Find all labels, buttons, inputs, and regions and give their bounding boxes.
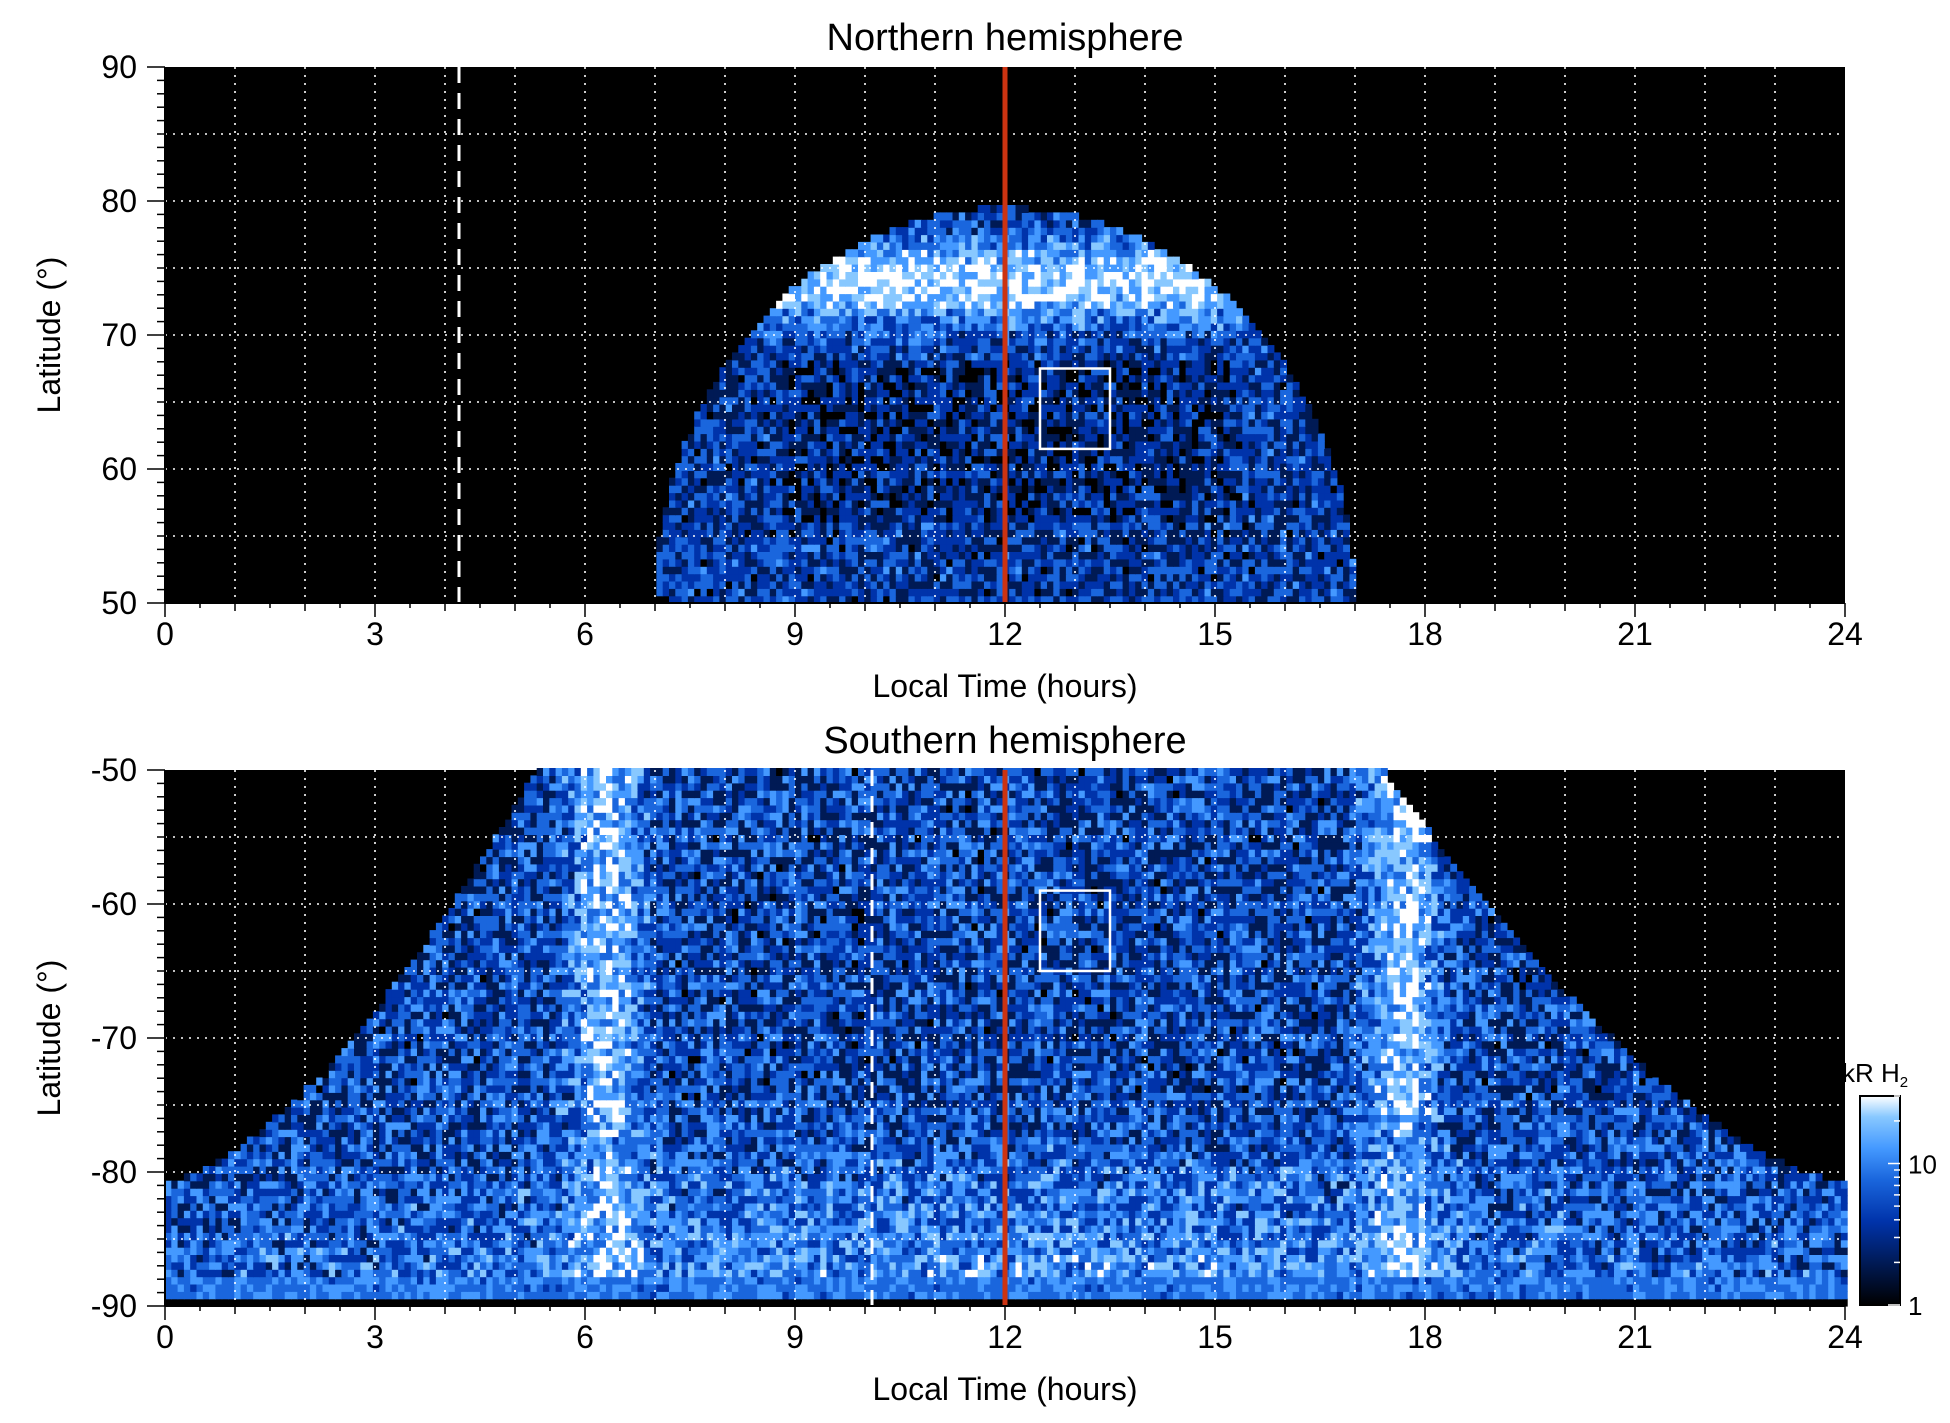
south-selection-box [1038, 889, 1112, 973]
north-ylabel: Latitude (°) [31, 257, 67, 414]
north-xtick-label: 3 [366, 616, 384, 652]
south-ylabel: Latitude (°) [31, 960, 67, 1117]
north-xtick-label: 12 [987, 616, 1023, 652]
south-xtick-label: 9 [786, 1319, 804, 1355]
north-ytick-label: 50 [101, 585, 137, 621]
north-xtick-label: 9 [786, 616, 804, 652]
north-xtick-label: 6 [576, 616, 594, 652]
south-ytick-label: -90 [91, 1288, 137, 1324]
south-xtick-label: 24 [1827, 1319, 1863, 1355]
south-panel: Southern hemisphere 0 3 6 9 12 15 18 21 24 -90 -80… [31, 720, 1863, 1407]
south-ytick-label: -60 [91, 886, 137, 922]
north-panel: Northern hemisphere 0 3 6 9 12 15 18 21 24 50 60 70… [31, 17, 1863, 704]
south-xtick-label: 6 [576, 1319, 594, 1355]
north-title: Northern hemisphere [827, 17, 1184, 59]
south-title: Southern hemisphere [823, 720, 1186, 762]
south-xtick-label: 0 [156, 1319, 174, 1355]
south-axes: 0 3 6 9 12 15 18 21 24 -90 -80 -70 -60 -50 [91, 752, 1863, 1355]
north-xtick-label: 24 [1827, 616, 1863, 652]
south-xtick-label: 21 [1617, 1319, 1653, 1355]
south-xtick-label: 15 [1197, 1319, 1233, 1355]
north-ytick-label: 60 [101, 451, 137, 487]
south-xtick-label: 18 [1407, 1319, 1443, 1355]
south-ytick-label: -70 [91, 1020, 137, 1056]
north-xtick-label: 15 [1197, 616, 1233, 652]
north-selection-box [1038, 367, 1112, 451]
north-xtick-label: 18 [1407, 616, 1443, 652]
north-ytick-label: 70 [101, 317, 137, 353]
north-xlabel: Local Time (hours) [873, 668, 1138, 704]
north-axes: 0 3 6 9 12 15 18 21 24 50 60 70 80 90 [101, 49, 1862, 652]
north-xtick-label: 21 [1617, 616, 1653, 652]
south-ytick-label: -50 [91, 752, 137, 788]
north-ytick-label: 90 [101, 49, 137, 85]
south-ytick-label: -80 [91, 1154, 137, 1190]
colorbar-label-text: kR H [1842, 1058, 1900, 1088]
colorbar-gradient [1859, 1095, 1901, 1306]
south-emission-map [165, 768, 1848, 1307]
colorbar-ticks: 1 10 [1888, 1095, 1937, 1321]
south-xtick-label: 3 [366, 1319, 384, 1355]
south-xlabel: Local Time (hours) [873, 1371, 1138, 1407]
north-emission-map [656, 205, 1357, 604]
south-xtick-label: 12 [987, 1319, 1023, 1355]
north-ytick-label: 80 [101, 183, 137, 219]
colorbar: kR H2 1 10 [1842, 1058, 1937, 1321]
colorbar-tick-label: 10 [1908, 1150, 1937, 1180]
colorbar-label: kR H2 [1842, 1058, 1908, 1091]
colorbar-label-subscript: 2 [1900, 1074, 1908, 1091]
north-xtick-label: 0 [156, 616, 174, 652]
colorbar-tick-label: 1 [1908, 1291, 1922, 1321]
